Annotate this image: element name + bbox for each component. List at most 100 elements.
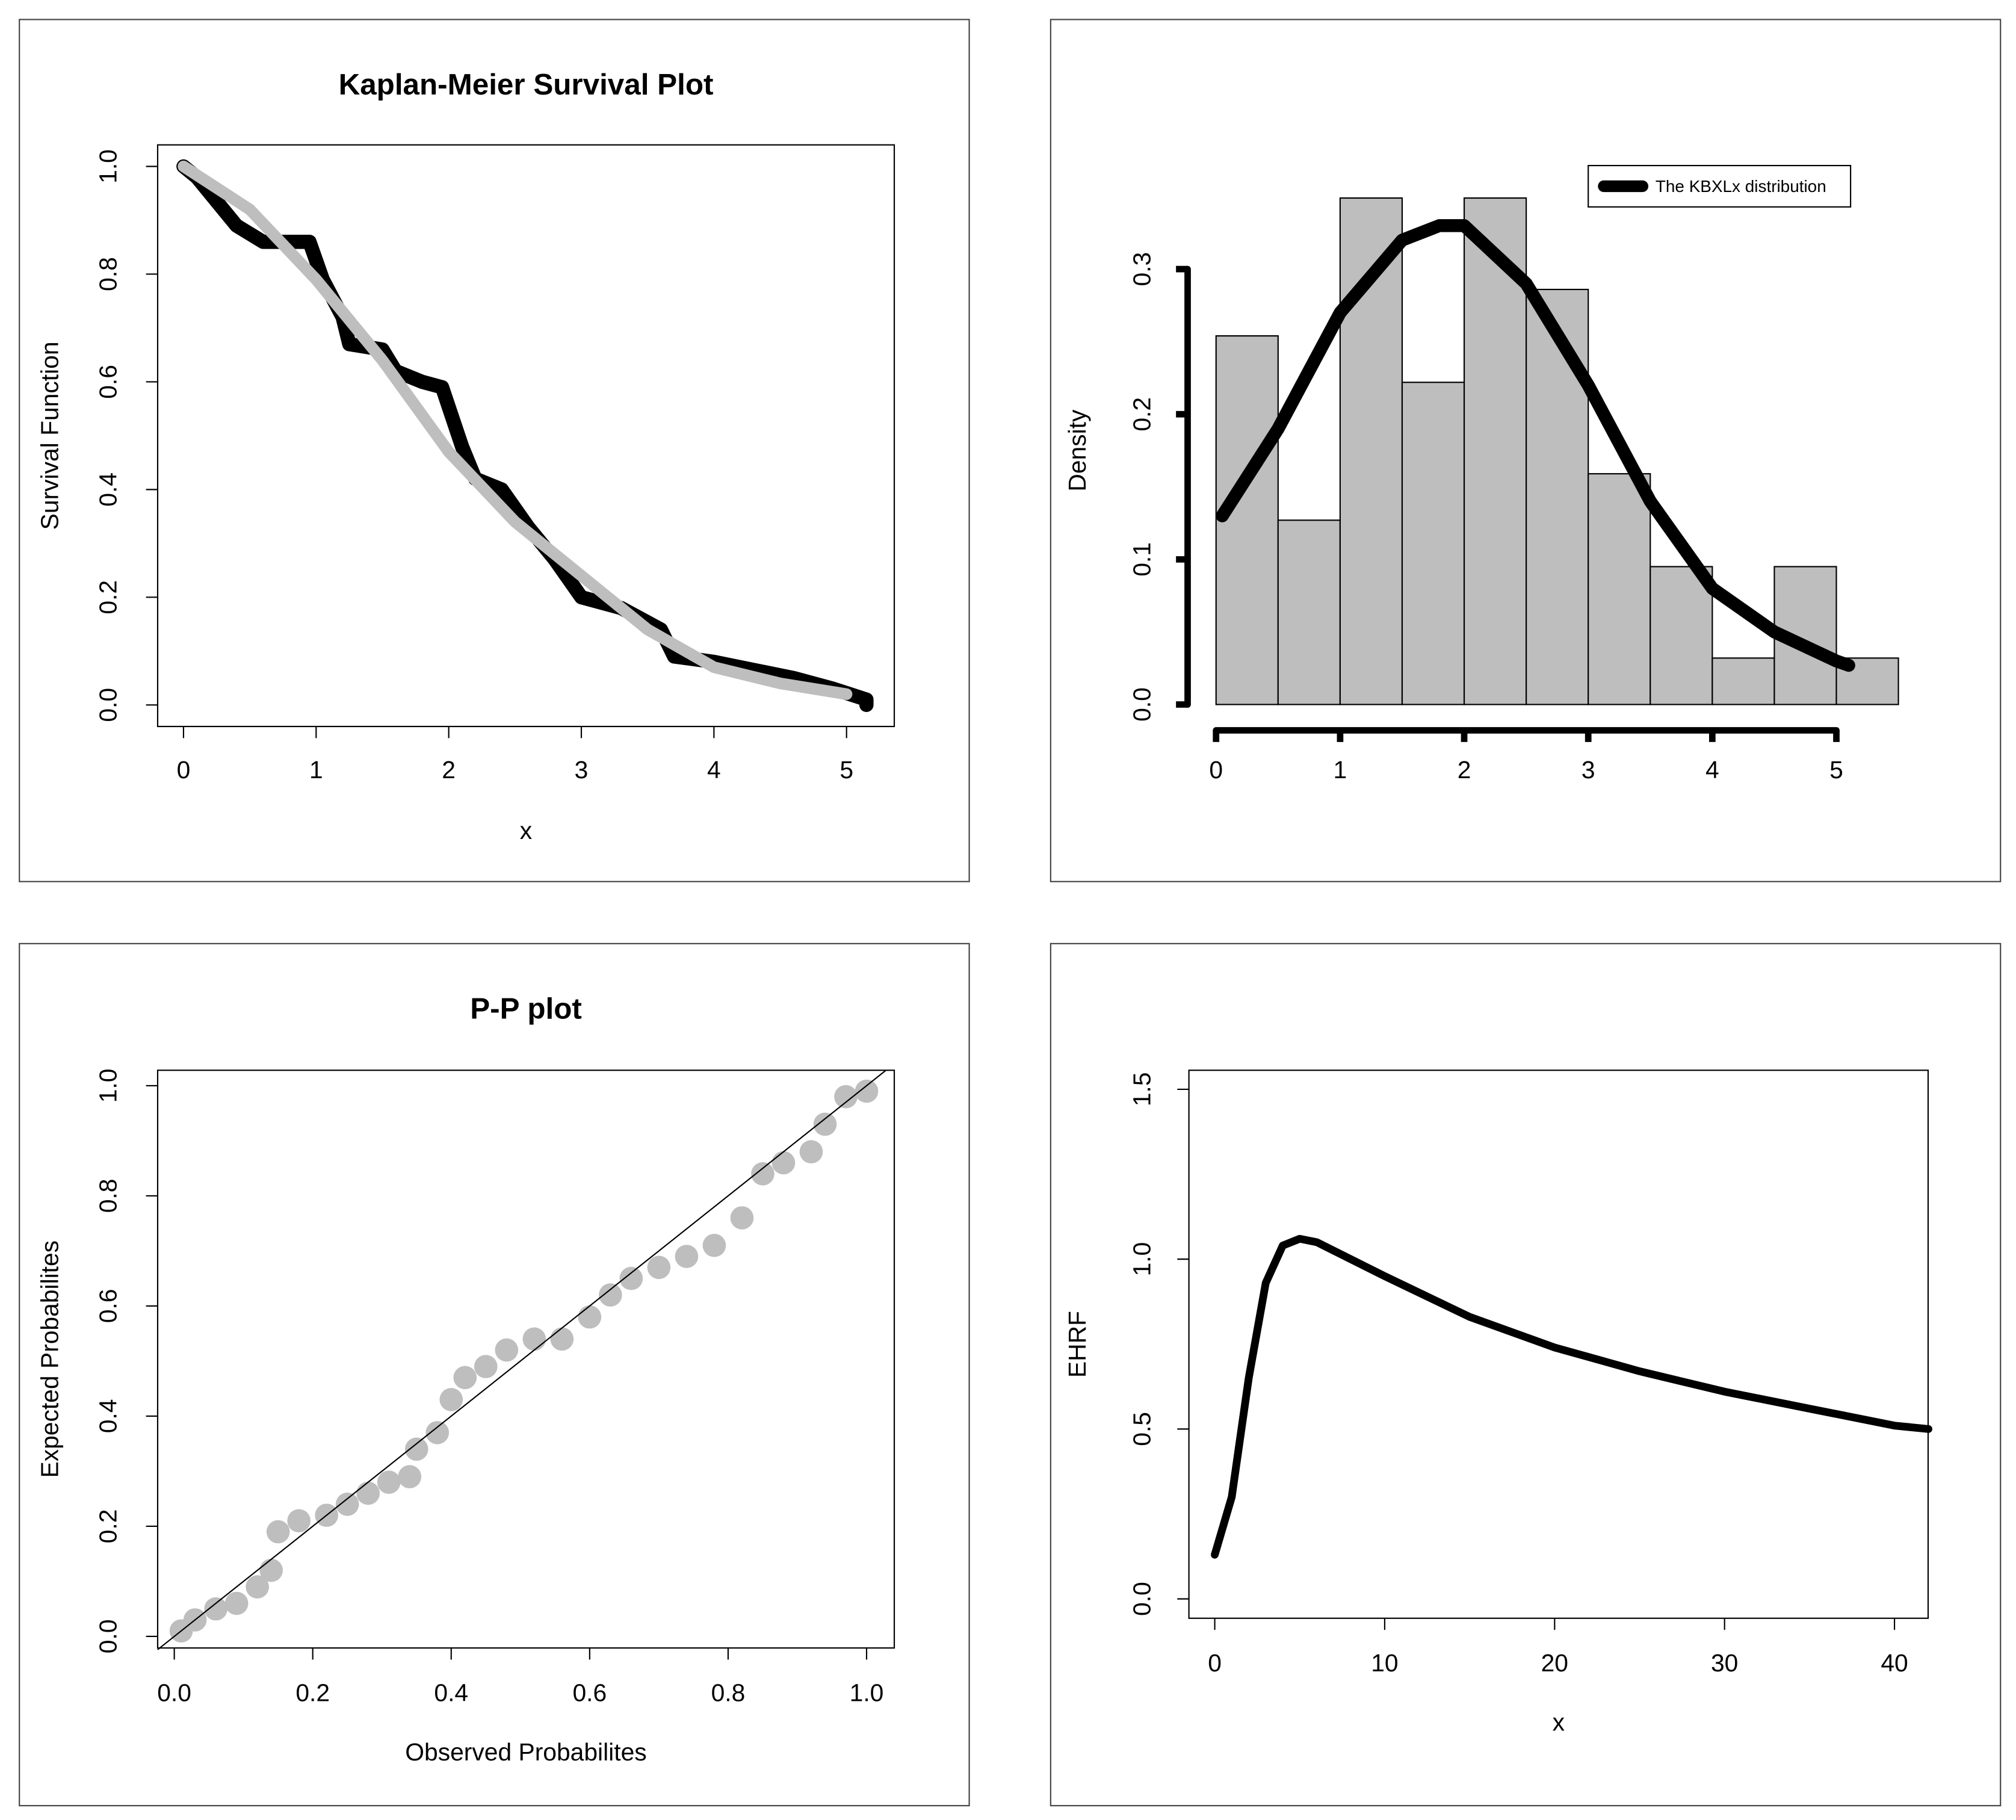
x-tick-label: 1 [1334, 756, 1347, 784]
scatter-point [204, 1597, 227, 1621]
x-tick-label: 0.0 [157, 1679, 191, 1706]
x-tick-label: 1 [309, 756, 323, 784]
scatter-point [702, 1233, 726, 1257]
y-tick-label: 0.2 [1128, 397, 1155, 432]
plot-frame [1188, 1069, 1929, 1619]
x-tick-label: 0 [1208, 1649, 1222, 1677]
x-tick-label: 0.4 [434, 1679, 468, 1706]
chart: Kaplan-Meier Survival Plot x Survival Func… [36, 68, 895, 844]
histogram-bar [1526, 288, 1589, 705]
x-tick-label: 20 [1541, 1649, 1568, 1677]
y-axis-label: Survival Function [36, 341, 64, 530]
x-tick-label: 3 [1582, 756, 1595, 784]
scatter-point [246, 1575, 269, 1599]
scatter-point [751, 1162, 775, 1186]
x-tick-label: 0.6 [572, 1679, 607, 1706]
x-axis-label: Observed Probabilites [405, 1738, 646, 1766]
histogram-bar [1588, 473, 1651, 705]
panel [19, 19, 970, 882]
histogram-bar [1711, 657, 1775, 705]
scatter-point [377, 1470, 401, 1494]
scatter-point [647, 1255, 671, 1280]
scatter-point [675, 1245, 699, 1268]
scatter-point [813, 1112, 837, 1136]
scatter-point [259, 1558, 283, 1582]
y-tick-label: 1.5 [1128, 1072, 1155, 1107]
scatter-point [619, 1266, 643, 1290]
scatter-point [425, 1421, 450, 1444]
y-tick-label: 1.0 [94, 1069, 122, 1103]
scatter-point [398, 1465, 422, 1488]
y-tick-label: 0.8 [94, 257, 122, 291]
x-axis-label: x [520, 817, 532, 844]
chart: Density 0 1 2 3 4 5 0.0 0.1 0.2 0.3 The KBXLx distr… [1063, 165, 1899, 784]
y-tick-label: 0.5 [1128, 1412, 1155, 1446]
y-tick-label: 0.2 [94, 1509, 122, 1544]
y-tick-label: 0.0 [94, 1620, 122, 1654]
line-series [1211, 1234, 1932, 1559]
histogram-bar [1401, 382, 1465, 705]
chart: x EHRF 0 10 20 30 40 0.0 0.5 1.0 1.5 [1063, 1069, 1932, 1736]
y-tick-label: 0.6 [94, 365, 122, 399]
line-series [1216, 219, 1855, 672]
y-tick-label: 1.0 [94, 149, 122, 184]
y-tick-label: 0.0 [1128, 687, 1155, 722]
x-tick-label: 4 [707, 756, 721, 784]
y-tick-label: 0.0 [94, 688, 122, 722]
reference-line [157, 1069, 886, 1650]
panel [1050, 942, 2002, 1807]
x-tick-label: 0 [177, 756, 191, 784]
scatter-point [599, 1283, 622, 1307]
x-tick-label: 10 [1371, 1649, 1398, 1677]
scatter-point [550, 1327, 574, 1351]
legend-label: The KBXLx distribution [1656, 177, 1826, 196]
scatter-point [287, 1509, 311, 1533]
y-tick-label: 1.0 [1128, 1242, 1155, 1277]
scatter-point [453, 1366, 477, 1390]
x-tick-label: 40 [1881, 1649, 1908, 1677]
scatter-point [730, 1206, 754, 1230]
x-tick-label: 2 [1458, 756, 1471, 784]
y-tick-label: 0.4 [94, 1399, 122, 1434]
scatter-point [834, 1085, 858, 1109]
x-tick-label: 0.8 [711, 1679, 746, 1706]
chart: P-P plot Observed Probabilites Expected Pr… [36, 992, 895, 1766]
scatter-point [522, 1327, 546, 1351]
x-tick-label: 4 [1705, 756, 1719, 784]
x-tick-label: 30 [1711, 1649, 1738, 1677]
x-tick-label: 0 [1209, 756, 1223, 784]
x-tick-label: 0.2 [295, 1679, 330, 1706]
y-axis-label: Expected Probabilites [36, 1240, 64, 1478]
chart-title: Kaplan-Meier Survival Plot [339, 68, 714, 101]
histogram-bar [1650, 566, 1713, 705]
scatter-point [474, 1355, 498, 1378]
scatter-point [266, 1520, 290, 1544]
scatter-point [335, 1493, 359, 1516]
panel [19, 942, 970, 1807]
scatter-point [855, 1079, 879, 1103]
scatter-point [439, 1388, 463, 1411]
scatter-point [578, 1305, 602, 1329]
y-tick-label: 0.1 [1128, 542, 1155, 577]
plot-frame [156, 1069, 895, 1649]
y-tick-label: 0.0 [1128, 1582, 1155, 1616]
x-tick-label: 2 [442, 756, 456, 784]
y-tick-label: 0.8 [94, 1179, 122, 1213]
plot-frame [156, 144, 895, 728]
chart-title: P-P plot [470, 992, 582, 1026]
y-axis-label: Density [1063, 409, 1091, 492]
x-tick-label: 5 [1829, 756, 1843, 784]
line-series [178, 160, 853, 701]
x-axis-label: x [1553, 1709, 1565, 1736]
scatter-point [799, 1140, 823, 1164]
scatter-point [356, 1481, 380, 1505]
y-tick-label: 0.4 [94, 472, 122, 507]
x-tick-label: 5 [839, 756, 853, 784]
y-tick-label: 0.3 [1128, 252, 1155, 286]
scatter-point [224, 1591, 249, 1615]
scatter-point [771, 1151, 796, 1175]
histogram-bar [1277, 519, 1341, 705]
y-tick-label: 0.2 [94, 580, 122, 614]
